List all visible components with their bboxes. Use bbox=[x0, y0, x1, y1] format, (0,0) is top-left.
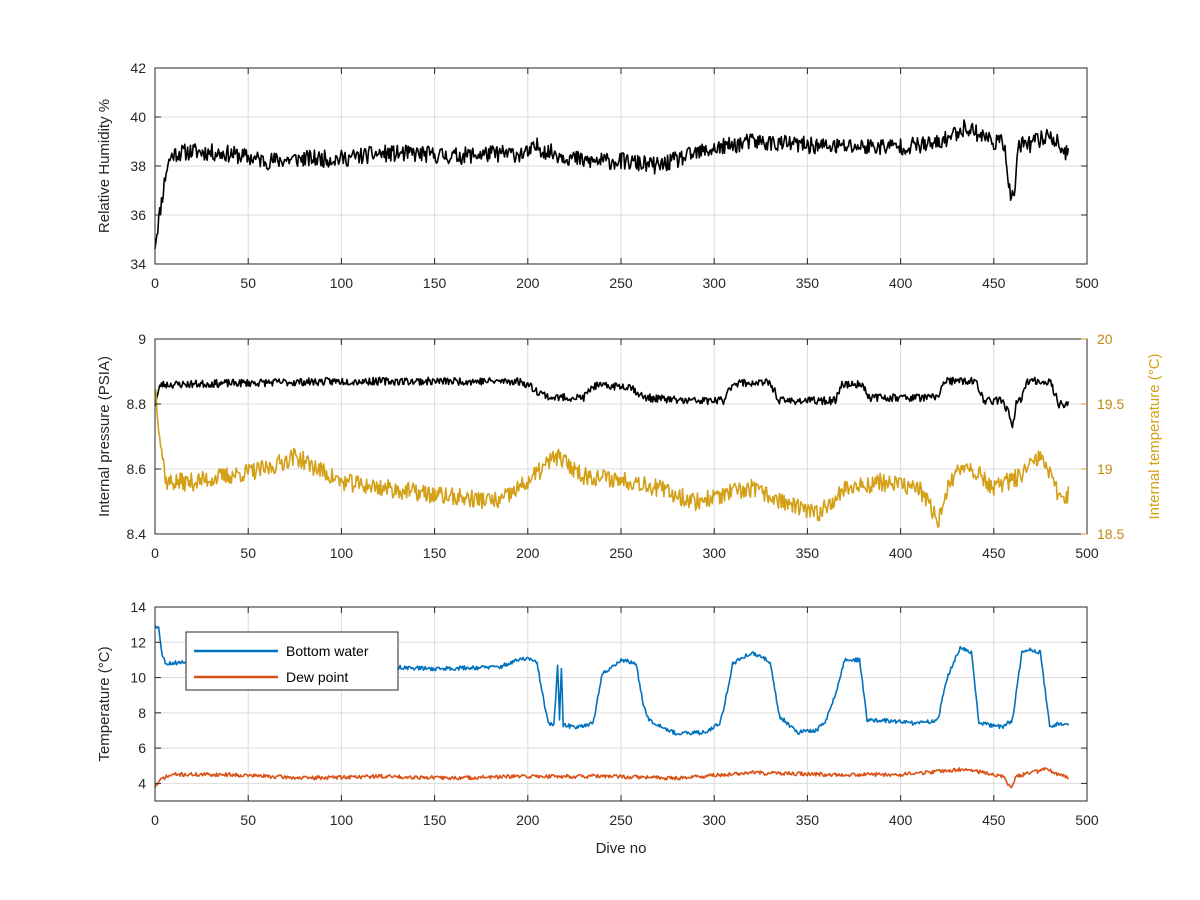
x-tick-label: 450 bbox=[982, 275, 1006, 291]
x-tick-label: 450 bbox=[982, 545, 1006, 561]
series-line-panel1-1 bbox=[154, 119, 1070, 250]
x-tick-label: 0 bbox=[151, 545, 159, 561]
y-tick-label: 40 bbox=[130, 109, 146, 125]
y-right-tick-label: 18.5 bbox=[1097, 526, 1124, 542]
legend: Bottom water Dew point bbox=[185, 631, 399, 691]
x-tick-label: 150 bbox=[423, 275, 447, 291]
x-tick-label: 0 bbox=[151, 812, 159, 828]
x-tick-label: 100 bbox=[330, 275, 354, 291]
y-tick-label: 42 bbox=[130, 60, 146, 76]
y-tick-label: 10 bbox=[130, 670, 146, 686]
x-tick-label: 500 bbox=[1075, 812, 1099, 828]
series-line-dew-point bbox=[154, 767, 1070, 789]
x-tick-label: 350 bbox=[796, 275, 820, 291]
legend-box bbox=[185, 631, 399, 691]
x-tick-label: 200 bbox=[516, 812, 540, 828]
x-tick-label: 100 bbox=[330, 545, 354, 561]
y-tick-label: 14 bbox=[130, 599, 146, 615]
panel-temperature-ylabel: Temperature (°C) bbox=[96, 646, 113, 761]
panel-temperature: 0 50 100 150 200 250 300 350 400 450 500 4 6 8 10 12 14… bbox=[96, 599, 1099, 857]
y-tick-label: 38 bbox=[130, 158, 146, 174]
y-right-tick-label: 19 bbox=[1097, 461, 1113, 477]
panel-humidity-series bbox=[154, 119, 1070, 250]
panel-temperature-yticks: 4 6 8 10 12 14 bbox=[130, 599, 1087, 791]
x-tick-label: 250 bbox=[609, 545, 633, 561]
x-tick-label: 250 bbox=[609, 275, 633, 291]
x-tick-label: 300 bbox=[703, 275, 727, 291]
y-tick-label: 8.6 bbox=[127, 461, 147, 477]
x-tick-label: 150 bbox=[423, 545, 447, 561]
legend-label-bottom-water: Bottom water bbox=[286, 643, 369, 659]
panel-temperature-xlabel: Dive no bbox=[596, 840, 647, 857]
x-tick-label: 50 bbox=[240, 545, 256, 561]
y-tick-label: 8.4 bbox=[127, 526, 147, 542]
x-tick-label: 0 bbox=[151, 275, 159, 291]
y-right-tick-label: 20 bbox=[1097, 331, 1113, 347]
panel-pressure-yticks-right: 18.5 19 19.5 20 bbox=[1081, 331, 1124, 542]
x-tick-label: 300 bbox=[703, 812, 727, 828]
series-line-panel2-2 bbox=[154, 388, 1070, 528]
x-tick-label: 450 bbox=[982, 812, 1006, 828]
x-tick-label: 500 bbox=[1075, 545, 1099, 561]
panel-pressure-ylabel: Internal pressure (PSIA) bbox=[96, 356, 113, 517]
panel-humidity: 0 50 100 150 200 250 300 350 400 450 500 34 36 38 40 4… bbox=[96, 60, 1099, 291]
panel-humidity-ylabel: Relative Humidity % bbox=[96, 99, 113, 233]
x-tick-label: 200 bbox=[516, 275, 540, 291]
series-line-panel2-1 bbox=[154, 376, 1070, 429]
y-right-tick-label: 19.5 bbox=[1097, 396, 1124, 412]
x-tick-label: 200 bbox=[516, 545, 540, 561]
x-tick-label: 500 bbox=[1075, 275, 1099, 291]
panel-pressure-ylabel-right: Internal temperature (°C) bbox=[1146, 353, 1163, 519]
x-tick-label: 150 bbox=[423, 812, 447, 828]
panel-pressure-xticks: 0 50 100 150 200 250 300 350 400 450 500 bbox=[151, 339, 1099, 561]
x-tick-label: 50 bbox=[240, 275, 256, 291]
panel-pressure-series bbox=[154, 376, 1070, 528]
y-tick-label: 6 bbox=[138, 740, 146, 756]
panel-pressure: 0 50 100 150 200 250 300 350 400 450 500 8.4 8.6 8.8… bbox=[96, 331, 1163, 561]
x-tick-label: 350 bbox=[796, 545, 820, 561]
x-tick-label: 250 bbox=[609, 812, 633, 828]
y-tick-label: 36 bbox=[130, 207, 146, 223]
panel-pressure-yticks: 8.4 8.6 8.8 9 bbox=[127, 331, 161, 542]
y-tick-label: 9 bbox=[138, 331, 146, 347]
x-tick-label: 300 bbox=[703, 545, 727, 561]
panel-humidity-xticks: 0 50 100 150 200 250 300 350 400 450 500 bbox=[151, 68, 1099, 291]
legend-label-dew-point: Dew point bbox=[286, 669, 348, 685]
x-tick-label: 400 bbox=[889, 812, 913, 828]
x-tick-label: 50 bbox=[240, 812, 256, 828]
x-tick-label: 400 bbox=[889, 275, 913, 291]
x-tick-label: 400 bbox=[889, 545, 913, 561]
y-tick-label: 4 bbox=[138, 775, 146, 791]
x-tick-label: 100 bbox=[330, 812, 354, 828]
panel-temperature-xticks: 0 50 100 150 200 250 300 350 400 450 500 bbox=[151, 607, 1099, 828]
y-tick-label: 34 bbox=[130, 256, 146, 272]
y-tick-label: 12 bbox=[130, 634, 146, 650]
x-tick-label: 350 bbox=[796, 812, 820, 828]
panel-humidity-yticks: 34 36 38 40 42 bbox=[130, 60, 1087, 272]
y-tick-label: 8 bbox=[138, 705, 146, 721]
y-tick-label: 8.8 bbox=[127, 396, 147, 412]
